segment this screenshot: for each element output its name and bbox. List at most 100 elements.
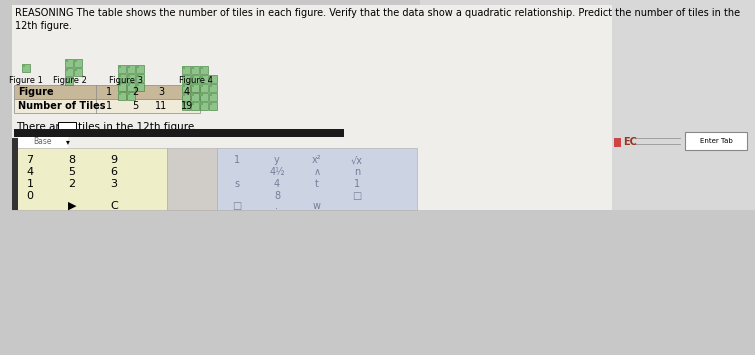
Bar [136,74,144,82]
Text: 4: 4 [274,179,280,189]
Text: Base: Base [34,137,52,147]
Bar [12,138,18,210]
Bar [209,75,217,83]
Text: x²: x² [312,155,322,165]
Bar [118,83,122,86]
Bar [136,83,144,91]
Bar [127,65,135,73]
Bar [127,74,130,77]
Bar [182,93,185,96]
Bar [118,92,126,100]
Text: w: w [313,201,321,211]
Text: n: n [354,167,360,177]
Bar [191,93,194,96]
Text: .: . [276,201,279,211]
Bar [182,66,185,69]
Text: 1: 1 [26,179,33,189]
Bar [191,84,194,87]
Bar [200,75,208,83]
Text: 9: 9 [110,155,118,165]
Bar [200,66,208,74]
Bar [200,93,203,96]
Text: EC: EC [623,137,637,147]
Text: □: □ [233,201,242,211]
Bar [118,65,126,73]
Bar [65,59,68,62]
Bar [182,102,185,105]
Bar [136,65,139,68]
Text: √x: √x [351,155,363,165]
Text: 8: 8 [69,155,76,165]
Bar [209,102,217,110]
Text: 5: 5 [132,101,138,111]
Bar [118,83,126,91]
Bar [22,64,30,72]
Text: 4: 4 [26,167,33,177]
Text: Number of Tiles: Number of Tiles [18,101,106,111]
Bar [127,92,130,95]
Bar [74,59,82,67]
Bar [74,68,82,76]
Bar [14,129,344,137]
Text: REASONING The table shows the number of tiles in each figure. Verify that the da: REASONING The table shows the number of … [15,8,740,18]
Bar [65,59,73,67]
Bar [74,68,77,71]
Bar [200,84,203,87]
Bar [65,77,73,85]
Bar [614,138,621,147]
Text: Figure 2: Figure 2 [53,76,87,85]
Text: 1: 1 [106,101,112,111]
Bar [182,84,190,92]
Bar [217,148,417,210]
Bar [200,84,208,92]
Bar [127,74,135,82]
Bar [136,74,139,77]
Bar [65,68,73,76]
Bar [191,75,194,78]
Text: 11: 11 [155,101,167,111]
Bar [200,75,203,78]
Bar [191,102,199,110]
Text: 4: 4 [184,87,190,97]
Text: 1: 1 [354,179,360,189]
Bar [200,93,208,101]
Bar [200,66,203,69]
Bar [14,85,200,99]
Bar [200,102,203,105]
Bar [136,65,144,73]
Bar [14,99,200,113]
Text: 0: 0 [26,191,33,201]
Text: 3: 3 [110,179,118,189]
Bar [65,77,68,80]
Text: 12th figure.: 12th figure. [15,21,72,31]
Bar [182,102,190,110]
Text: 8: 8 [274,191,280,201]
Bar [182,75,185,78]
Bar [136,83,139,86]
Text: 1: 1 [234,155,240,165]
Bar [182,84,185,87]
Text: 2: 2 [132,87,138,97]
Bar [209,84,212,87]
Text: Figure: Figure [18,87,54,97]
Bar [182,66,190,74]
Text: 1: 1 [106,87,112,97]
Bar [127,92,135,100]
Text: C: C [110,201,118,211]
Bar [420,0,755,210]
Bar [127,83,130,86]
Bar [12,5,612,210]
Bar [191,66,199,74]
Bar [191,93,199,101]
Text: □: □ [353,191,362,201]
Bar [118,74,122,77]
Text: Figure 3: Figure 3 [109,76,143,85]
Text: s: s [235,179,239,189]
Bar [18,136,68,148]
Bar [58,122,76,133]
Bar [209,93,212,96]
Bar [209,84,217,92]
Bar [191,66,194,69]
Text: Figure 1: Figure 1 [9,76,43,85]
Text: 7: 7 [26,155,33,165]
